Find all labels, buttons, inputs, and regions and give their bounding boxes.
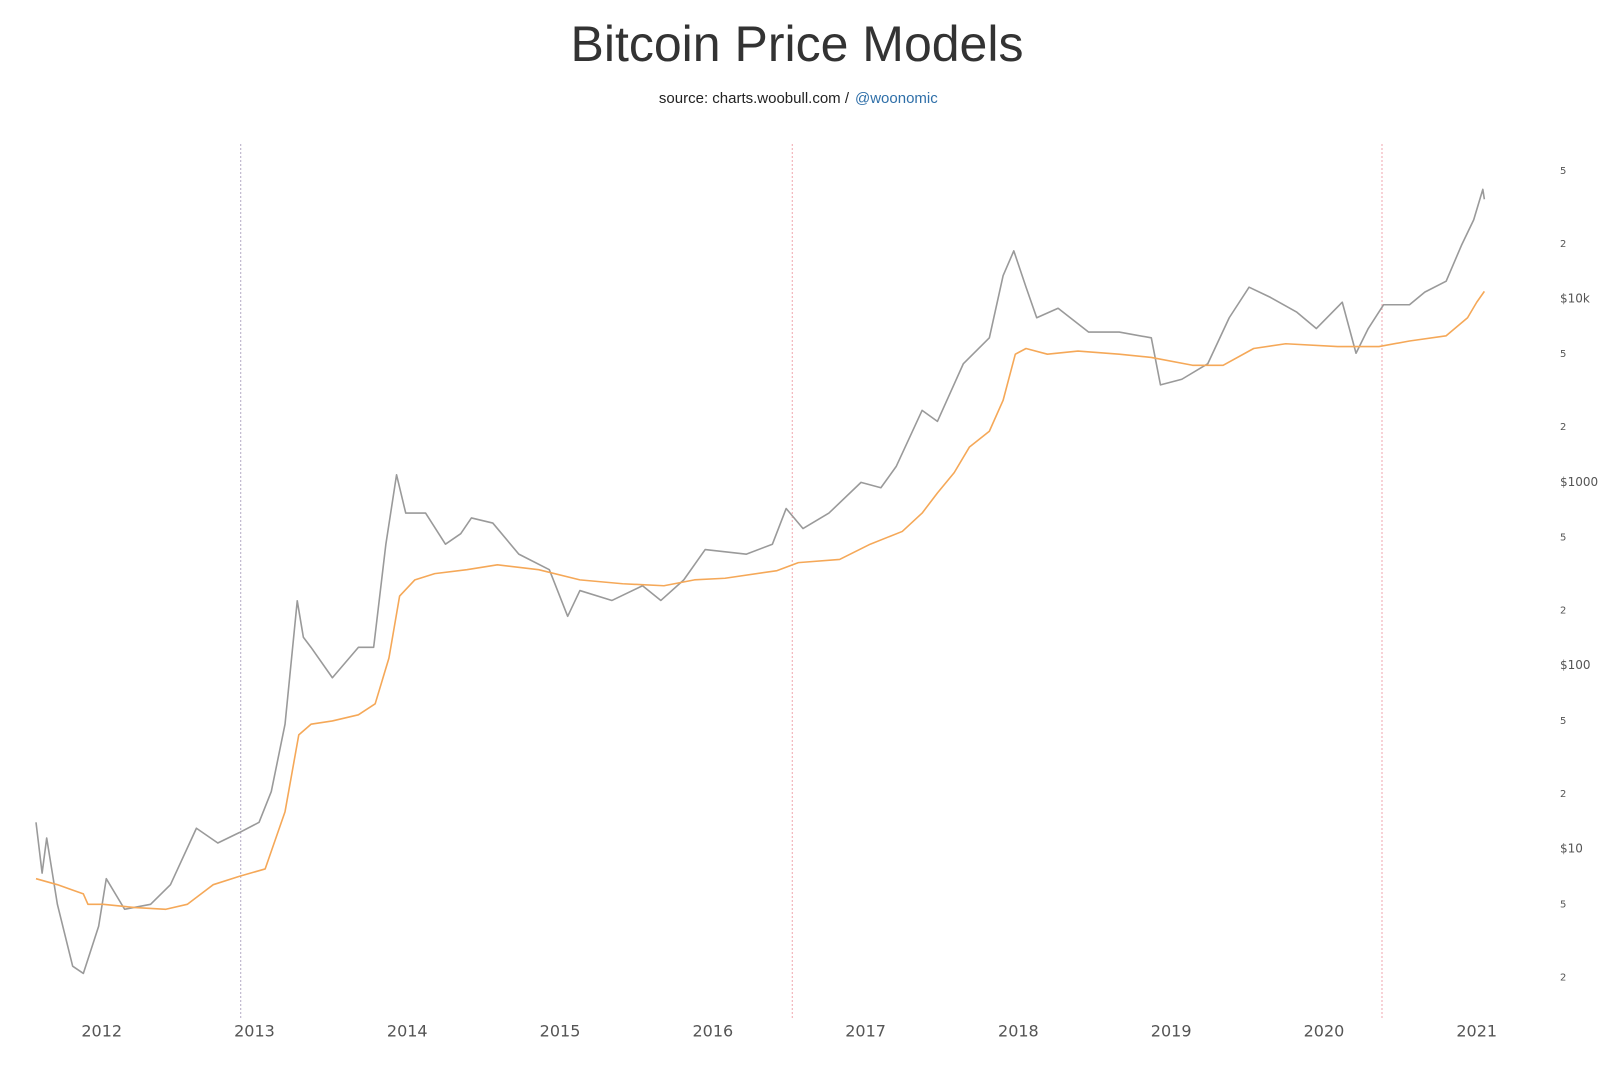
x-tick-label: 2019 <box>1151 1022 1192 1041</box>
y-tick-label: 5 <box>1560 716 1566 727</box>
x-tick-label: 2014 <box>387 1022 428 1041</box>
x-tick-label: 2021 <box>1456 1022 1497 1041</box>
y-tick-label: 5 <box>1560 899 1566 910</box>
y-tick-label: 5 <box>1560 349 1566 360</box>
chart-subtitle-handle: @woonomic <box>855 90 938 107</box>
y-tick-label: $1000 <box>1560 475 1598 489</box>
y-tick-label: 2 <box>1560 789 1566 800</box>
chart-title: Bitcoin Price Models <box>571 16 1024 72</box>
x-tick-label: 2012 <box>81 1022 122 1041</box>
x-tick-label: 2020 <box>1304 1022 1345 1041</box>
x-tick-label: 2013 <box>234 1022 275 1041</box>
y-tick-label: 5 <box>1560 533 1566 544</box>
x-tick-label: 2016 <box>692 1022 733 1041</box>
y-tick-label: 2 <box>1560 239 1566 250</box>
x-tick-label: 2015 <box>540 1022 581 1041</box>
y-tick-label: 2 <box>1560 606 1566 617</box>
y-tick-label: $100 <box>1560 658 1591 672</box>
price-line <box>35 188 1486 975</box>
chart-subtitle-source: source: charts.woobull.com / <box>659 90 850 107</box>
y-tick-label: 2 <box>1560 972 1566 983</box>
y-tick-label: $10k <box>1560 291 1590 305</box>
x-tick-label: 2017 <box>845 1022 886 1041</box>
x-tick-label: 2018 <box>998 1022 1039 1041</box>
y-tick-label: 5 <box>1560 166 1566 177</box>
price-line <box>35 290 1486 911</box>
y-tick-label: 2 <box>1560 422 1566 433</box>
y-tick-label: $10 <box>1560 842 1583 856</box>
